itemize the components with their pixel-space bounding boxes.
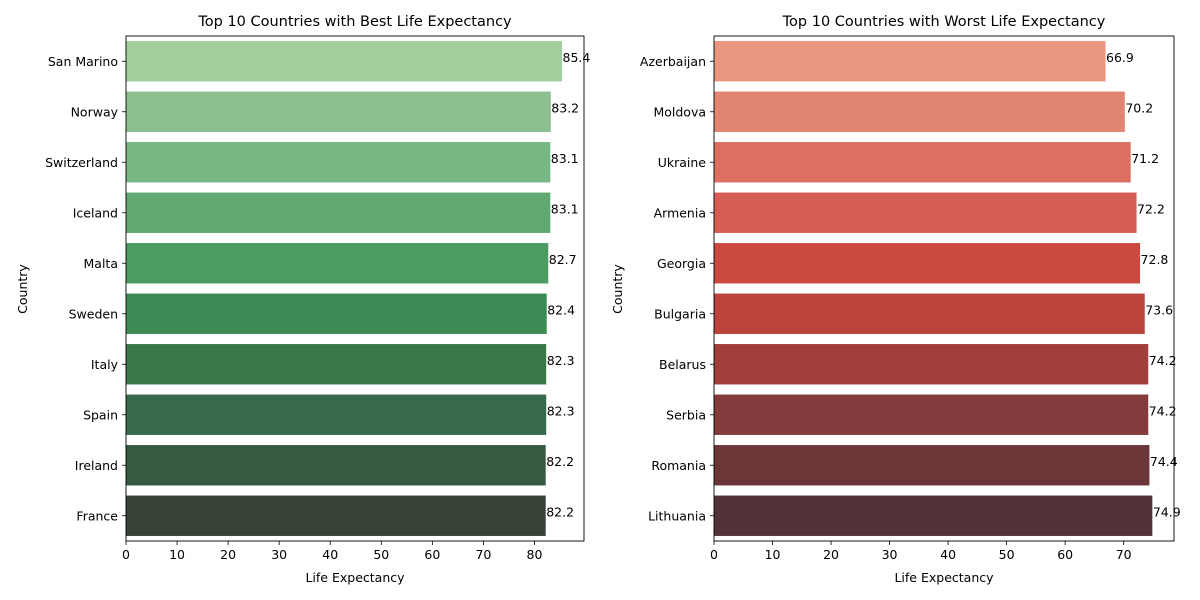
y-axis-label: Country [610,264,625,314]
y-tick-label: Spain [83,407,118,422]
bars [126,41,563,536]
bar [126,192,551,233]
x-tick-label: 30 [882,547,898,562]
data-label: 82.3 [547,353,575,368]
x-tick-label: 70 [1116,547,1132,562]
bar [126,142,551,183]
x-tick-label: 0 [710,547,718,562]
x-tick-label: 30 [271,547,287,562]
plot-frame [125,35,585,542]
y-ticks: Azerbaijan Moldova Ukraine Armenia Georgia Bu… [640,54,714,523]
x-tick-label: 0 [122,547,130,562]
x-tick-label: 80 [527,547,543,562]
bar [126,41,563,82]
data-label: 73.6 [1145,302,1173,317]
y-tick-label: Armenia [654,205,706,220]
plot-frame [713,35,1175,542]
x-tick-label: 20 [220,547,236,562]
y-tick-label: Malta [84,256,118,271]
data-label: 74.9 [1153,504,1181,519]
bar [714,445,1150,486]
y-tick-label: Sweden [69,306,118,321]
bar [126,445,546,486]
y-tick-label: Belarus [659,357,706,372]
y-tick-label: Serbia [666,407,706,422]
y-tick-label: San Marino [48,54,118,69]
data-label: 82.2 [546,504,574,519]
data-label: 82.3 [547,403,575,418]
data-label: 74.4 [1150,454,1178,469]
data-label: 74.2 [1149,403,1177,418]
y-tick-label: France [76,508,118,523]
bar [714,41,1106,82]
bar [714,495,1153,536]
x-tick-label: 70 [475,547,491,562]
data-label: 72.8 [1141,252,1169,267]
chart-title: Top 10 Countries with Worst Life Expecta… [782,14,1106,30]
x-tick-label: 10 [765,547,781,562]
x-tick-label: 10 [169,547,185,562]
y-tick-label: Georgia [657,256,706,271]
data-label: 83.1 [551,151,579,166]
x-ticks: 0 10 20 30 40 50 60 70 [710,541,1132,562]
x-tick-label: 20 [823,547,839,562]
y-tick-label: Switzerland [45,155,118,170]
bar [714,394,1149,435]
data-label: 82.7 [549,252,577,267]
data-label: 71.2 [1131,151,1159,166]
x-axis-label: Life Expectancy [305,570,405,585]
bar [126,243,549,284]
x-tick-label: 50 [999,547,1015,562]
worst-life-expectancy-chart: Top 10 Countries with Worst Life Expecta… [610,14,1181,585]
bar [126,293,547,334]
y-tick-label: Ireland [75,458,118,473]
x-tick-label: 60 [424,547,440,562]
x-tick-label: 40 [322,547,338,562]
x-tick-label: 50 [373,547,389,562]
data-label: 66.9 [1106,50,1134,65]
y-tick-label: Lithuania [648,508,706,523]
bar [126,91,551,132]
x-axis-label: Life Expectancy [894,570,994,585]
data-label: 72.2 [1137,201,1165,216]
data-label: 74.2 [1149,353,1177,368]
bar [714,243,1141,284]
y-tick-label: Iceland [73,205,118,220]
bar [714,192,1137,233]
y-tick-label: Italy [91,357,119,372]
bars [714,41,1153,536]
data-label: 70.2 [1125,100,1153,115]
y-tick-label: Romania [651,458,706,473]
bar [126,495,546,536]
data-label: 82.4 [547,302,575,317]
data-label: 85.4 [563,50,591,65]
data-labels: 66.9 70.2 71.2 72.2 72.8 73.6 74.2 74.2 74.4 74.9 [1106,50,1181,520]
y-tick-label: Norway [71,104,119,119]
bar [126,344,547,385]
data-label: 82.2 [546,454,574,469]
bar [714,142,1131,183]
chart-title: Top 10 Countries with Best Life Expectan… [197,14,512,30]
x-ticks: 0 10 20 30 40 50 60 70 80 [122,541,542,562]
y-tick-label: Azerbaijan [640,54,706,69]
x-tick-label: 40 [940,547,956,562]
bar [714,344,1149,385]
bar [714,91,1125,132]
data-label: 83.1 [551,201,579,216]
x-tick-label: 60 [1057,547,1073,562]
y-tick-label: Bulgaria [654,306,706,321]
bar [714,293,1145,334]
bar [126,394,547,435]
data-labels: 85.4 83.2 83.1 83.1 82.7 82.4 82.3 82.3 82.2 82.2 [546,50,590,520]
y-axis-label: Country [15,264,30,314]
y-ticks: San Marino Norway Switzerland Iceland Malta S… [45,54,126,523]
y-tick-label: Moldova [653,104,706,119]
data-label: 83.2 [551,100,579,115]
best-life-expectancy-chart: Top 10 Countries with Best Life Expectan… [15,14,590,585]
y-tick-label: Ukraine [658,155,707,170]
